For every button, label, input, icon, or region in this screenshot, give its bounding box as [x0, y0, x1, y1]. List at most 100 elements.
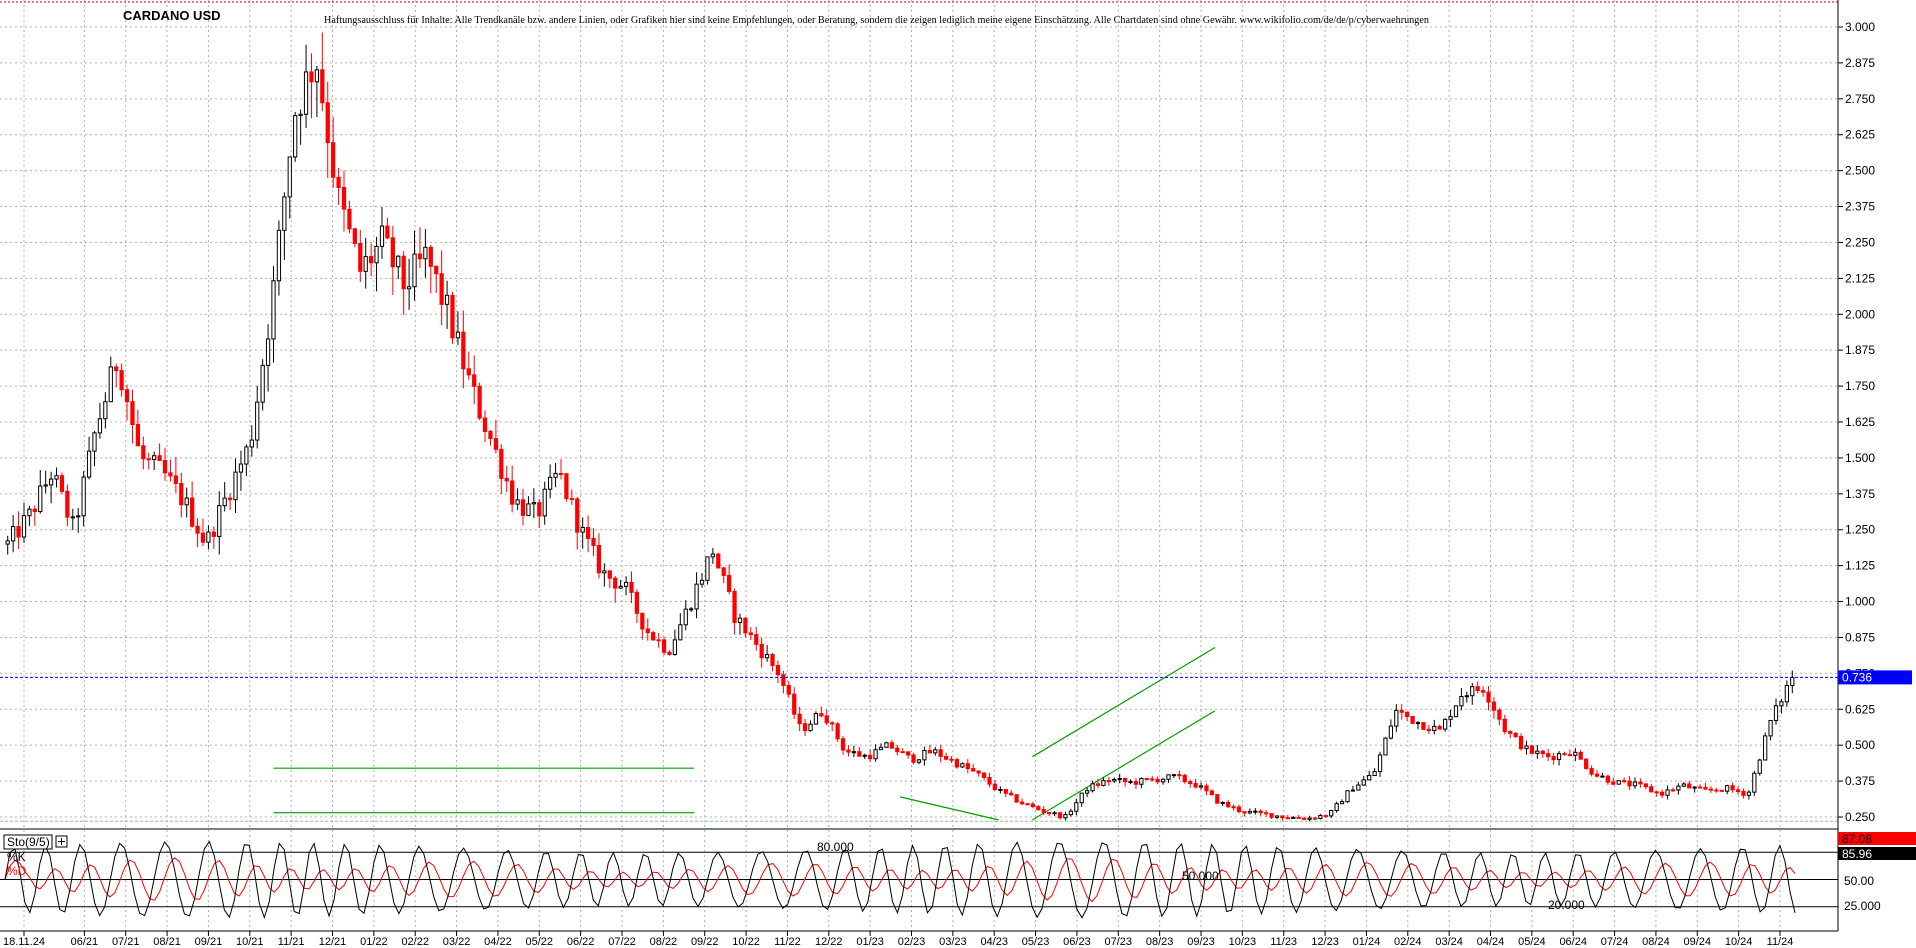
candle-body	[444, 294, 450, 305]
candle-body	[824, 715, 829, 724]
candle-body	[293, 115, 298, 158]
candle-body	[265, 338, 271, 366]
candle-body	[1139, 778, 1144, 785]
candle-body	[526, 503, 531, 516]
candle-body	[775, 664, 781, 676]
x-tick-label: 05/22	[526, 936, 554, 948]
candle-body	[862, 754, 867, 757]
candle-body	[1231, 806, 1236, 809]
candle-body	[971, 768, 976, 772]
stochastic-panel	[4, 840, 1796, 919]
candle-body	[998, 788, 1003, 791]
y-tick-label: 2.875	[1845, 56, 1875, 70]
candle-body	[531, 502, 536, 505]
candle-body	[1584, 758, 1589, 770]
candle-body	[27, 508, 32, 517]
candle-body	[813, 713, 819, 725]
candle-body	[906, 751, 911, 756]
candle-body	[748, 632, 753, 636]
x-tick-label: 09/22	[691, 936, 719, 948]
candle-body	[1258, 810, 1263, 814]
candle-body	[108, 366, 113, 403]
candle-body	[1725, 785, 1730, 792]
candle-body	[276, 229, 282, 282]
candle-body	[466, 368, 471, 376]
y-tick-label: 1.125	[1845, 559, 1875, 573]
candle-body	[152, 455, 157, 460]
candle-body	[428, 246, 433, 267]
candle-body	[325, 102, 330, 144]
candle-body	[54, 475, 59, 480]
candle-body	[683, 608, 688, 626]
candle-body	[1312, 817, 1318, 820]
candle-body	[1014, 794, 1019, 803]
candle-body	[1047, 812, 1052, 815]
candle-body	[190, 497, 195, 527]
candle-body	[510, 480, 515, 505]
x-tick-label: 02/22	[401, 936, 429, 948]
candle-body	[542, 488, 547, 517]
x-tick-label: 04/24	[1477, 936, 1505, 948]
candle-body	[1735, 789, 1741, 792]
candle-body	[1041, 809, 1046, 814]
k-value-box	[1838, 832, 1916, 845]
candle-body	[754, 634, 759, 645]
candle-body	[1394, 709, 1399, 727]
candle-body	[195, 525, 200, 534]
candle-body	[206, 531, 211, 543]
candle-body	[439, 273, 444, 305]
candle-body	[303, 71, 309, 115]
candle-body	[1600, 775, 1605, 778]
candle-body	[1632, 781, 1638, 787]
candle-body	[721, 567, 726, 576]
candle-body	[217, 505, 222, 537]
candle-body	[716, 553, 721, 569]
candle-body	[1464, 695, 1469, 698]
x-tick-label: 07/24	[1601, 936, 1629, 948]
candle-body	[379, 225, 385, 247]
candle-body	[802, 723, 808, 732]
y-tick-label: 0.500	[1845, 738, 1875, 752]
candle-body	[179, 482, 184, 506]
candle-body	[1160, 778, 1166, 783]
candle-body	[884, 742, 889, 748]
candle-body	[1122, 777, 1128, 783]
candle-body	[1318, 815, 1323, 819]
candle-body	[1399, 709, 1404, 713]
x-tick-label: 03/22	[443, 936, 471, 948]
candle-body	[759, 643, 764, 659]
candle-body	[352, 228, 357, 244]
candle-body	[406, 286, 412, 290]
candle-body	[1177, 774, 1182, 777]
y-tick-label: 2.000	[1845, 307, 1875, 321]
candle-body	[1622, 780, 1627, 783]
candle-body	[1757, 759, 1762, 774]
candle-body	[227, 497, 233, 501]
x-tick-label: 08/23	[1146, 936, 1174, 948]
candle-body	[1432, 725, 1437, 732]
candle-body	[1421, 722, 1426, 730]
candle-body	[634, 591, 640, 614]
candle-body	[629, 581, 634, 593]
candle-body	[369, 256, 374, 264]
x-tick-label: 06/24	[1559, 936, 1587, 948]
candle-body	[1524, 745, 1529, 750]
candle-body	[260, 364, 265, 403]
k-value: 87.08	[1842, 832, 1872, 846]
candle-body	[678, 624, 683, 641]
candle-body	[1752, 772, 1757, 793]
candle-body	[1790, 676, 1795, 687]
candle-body	[613, 577, 618, 589]
candle-body	[119, 370, 124, 391]
x-tick-label: 06/22	[567, 936, 595, 948]
y-tick-label: 2.500	[1845, 164, 1875, 178]
candle-body	[97, 418, 103, 434]
x-tick-label: 10/23	[1229, 936, 1257, 948]
candle-body	[1703, 786, 1708, 790]
candle-body	[819, 713, 824, 717]
candle-body	[1535, 750, 1540, 754]
candles	[5, 32, 1795, 822]
candle-body	[1155, 778, 1160, 783]
candle-body	[878, 746, 884, 751]
